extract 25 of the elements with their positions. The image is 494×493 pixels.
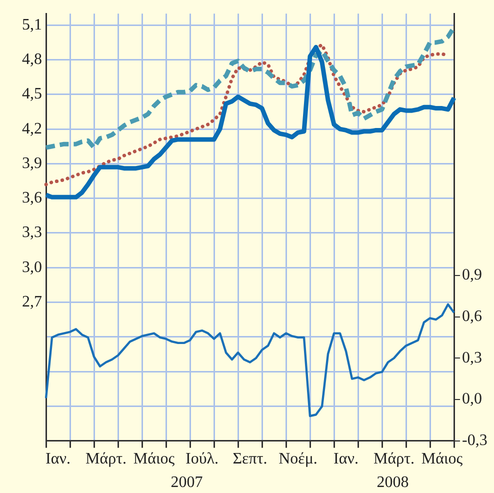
x-tick-label: Μάιος bbox=[133, 450, 176, 468]
y2-tick-label: 0,6 bbox=[462, 308, 482, 325]
y-tick-label: 4,5 bbox=[22, 86, 42, 103]
y-tick-label: 3,0 bbox=[22, 258, 42, 276]
text: 2007 bbox=[170, 474, 203, 492]
y2-tick-label: -0,3 bbox=[462, 432, 488, 450]
y-tick-label: 4,2 bbox=[22, 120, 42, 138]
x-tick-label: Ιαν. bbox=[46, 450, 70, 468]
y-tick-label: 3,3 bbox=[22, 224, 42, 242]
y2-tick-label: 0,0 bbox=[462, 390, 482, 408]
y-tick-label: 5,1 bbox=[22, 16, 42, 34]
text: 2008 bbox=[376, 474, 409, 492]
y-tick-label: 4,8 bbox=[22, 50, 42, 68]
y-tick-label: 2,7 bbox=[22, 293, 42, 310]
x-tick-label: Μάιος bbox=[421, 450, 464, 468]
x-tick-label: Ιούλ. bbox=[185, 450, 219, 468]
y2-tick-label: 0,3 bbox=[462, 349, 482, 366]
x-tick-label: Σεπτ. bbox=[232, 450, 268, 468]
x-tick-label: Μάρτ. bbox=[85, 450, 127, 468]
y2-tick-label: 0,9 bbox=[462, 266, 482, 284]
y-tick-label: 3,9 bbox=[22, 154, 42, 172]
x-tick-label: Ιαν. bbox=[334, 450, 358, 468]
y-tick-label: 3,6 bbox=[22, 190, 42, 207]
x-tick-label: Μάρτ. bbox=[373, 450, 415, 468]
x-tick-label: Νοέμ. bbox=[278, 450, 318, 468]
